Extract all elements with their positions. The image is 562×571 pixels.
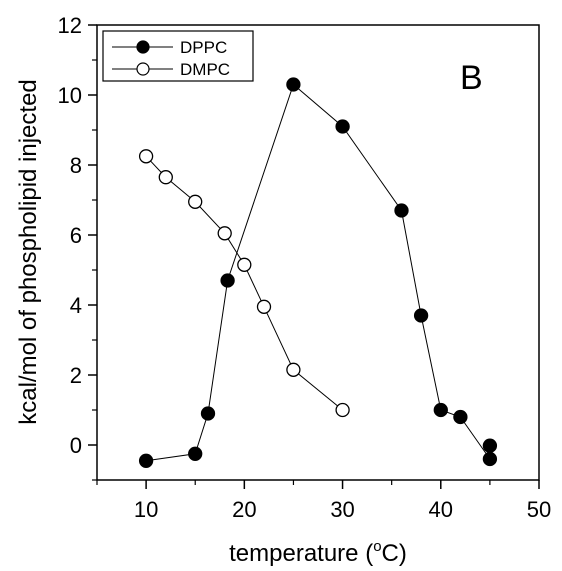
plot-frame (96, 24, 540, 481)
x-axis-title-degree: o (373, 538, 381, 555)
data-point-dppc (220, 273, 235, 288)
data-point-dppc (138, 453, 154, 468)
series-line-dmpc (145, 155, 343, 411)
axis-ticks: 10 20 30 40 50 0 2 4 6 8 10 12 (58, 13, 552, 522)
series-points (138, 77, 498, 468)
y-tick-label: 10 (58, 83, 82, 108)
x-axis-title: temperature (oC) (229, 538, 407, 567)
y-tick-label: 6 (70, 223, 82, 248)
legend-box (102, 30, 254, 82)
x-tick-label: 10 (134, 497, 158, 522)
x-tick-label: 30 (330, 497, 354, 522)
plot-area (96, 24, 540, 481)
y-tick-label: 4 (70, 293, 82, 318)
y-axis-title: kcal/mol of phospholipid injected (15, 79, 42, 425)
legend-marker-dmpc (136, 62, 150, 76)
data-point-dppc (200, 406, 216, 421)
x-axis-title-unit: C) (382, 540, 407, 567)
data-point-dppc (394, 203, 409, 218)
data-point-dppc (413, 308, 429, 323)
data-point-dmpc (286, 362, 301, 377)
data-point-dmpc (237, 257, 252, 272)
legend-label-dmpc: DMPC (180, 60, 230, 79)
panel-label: B (460, 59, 483, 97)
data-point-dppc (482, 438, 498, 453)
x-tick-label: 50 (527, 497, 551, 522)
data-point-dppc (188, 446, 203, 461)
data-point-dmpc (335, 402, 350, 418)
x-tick-label: 40 (429, 497, 453, 522)
legend: DPPC DMPC (102, 30, 254, 82)
data-point-dmpc (158, 170, 173, 185)
data-point-dmpc (138, 149, 154, 164)
data-point-dppc (453, 409, 468, 425)
y-tick-label: 12 (58, 13, 82, 38)
data-point-dmpc (217, 226, 232, 241)
y-tick-label: 0 (70, 433, 82, 458)
x-tick-label: 20 (232, 497, 256, 522)
data-point-dppc (482, 451, 498, 467)
y-tick-label: 2 (70, 363, 82, 388)
y-tick-label: 8 (70, 153, 82, 178)
legend-label-dppc: DPPC (180, 38, 227, 57)
x-axis-title-main: temperature ( (229, 540, 373, 567)
data-point-dppc (433, 402, 448, 418)
data-point-dppc (286, 77, 301, 92)
data-point-dmpc (188, 194, 203, 209)
data-point-dmpc (256, 299, 272, 314)
data-point-dppc (335, 119, 350, 134)
legend-marker-dppc (136, 40, 150, 54)
